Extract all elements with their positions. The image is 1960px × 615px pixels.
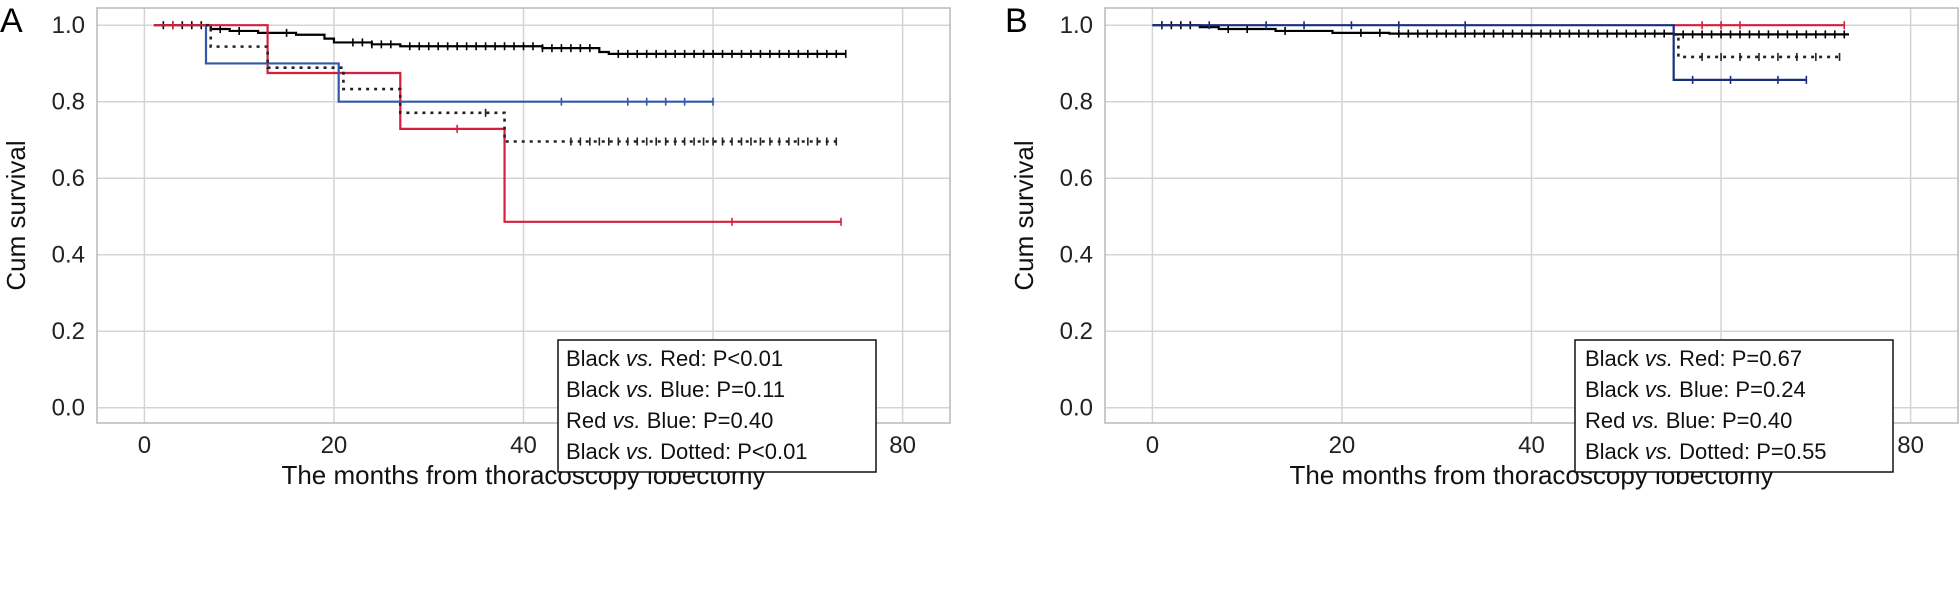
y-tick-label: 0.8	[52, 89, 85, 116]
annotation-line: Black vs. Red: P=0.67	[1585, 346, 1802, 371]
x-tick-label: 80	[1897, 432, 1924, 459]
x-tick-label: 20	[321, 432, 348, 459]
y-axis-label: Cum survival	[1009, 140, 1039, 290]
series-4	[205, 23, 842, 146]
plot-frame	[1104, 7, 1959, 424]
annotation-line: Red vs. Blue: P=0.40	[566, 408, 773, 433]
x-tick-label: 40	[1518, 432, 1545, 459]
annotation-line: Black vs. Dotted: P<0.01	[566, 439, 808, 464]
annotation-line: Red vs. Blue: P=0.40	[1585, 408, 1792, 433]
y-tick-label: 0.2	[1060, 318, 1093, 345]
annotation-box	[1574, 339, 1894, 473]
series-line	[153, 24, 846, 55]
x-tick-label: 0	[1146, 432, 1159, 459]
series-line	[204, 25, 714, 103]
pvalue-annotation: Black vs. Red: P=0.67 Black vs. Blue: P=0…	[1574, 339, 1894, 473]
y-tick-label: 0.2	[52, 318, 85, 345]
x-tick-label: 80	[889, 432, 916, 459]
series-2	[153, 21, 842, 226]
x-tick-label: 20	[1329, 432, 1356, 459]
series-1	[153, 21, 847, 58]
panel-letter-b: B	[1005, 2, 1028, 40]
annotation-line: Black vs. Blue: P=0.11	[566, 377, 785, 402]
y-tick-label: 0.6	[1060, 165, 1093, 192]
y-tick-label: 0.8	[1060, 89, 1093, 116]
y-tick-label: 1.0	[52, 12, 85, 39]
series-3	[1152, 21, 1808, 84]
series-4	[1673, 33, 1841, 61]
annotation-line: Black vs. Dotted: P=0.55	[1585, 439, 1827, 464]
series-line	[1673, 33, 1840, 59]
series-1	[1673, 21, 1846, 30]
series-line	[1152, 24, 1850, 36]
annotation-line: Black vs. Red: P<0.01	[566, 346, 783, 371]
series-line	[1152, 24, 1807, 82]
y-tick-label: 0.6	[52, 165, 85, 192]
panel-letter-a: A	[0, 2, 23, 40]
y-axis-label: Cum survival	[1, 140, 31, 290]
y-tick-label: 0.0	[52, 395, 85, 422]
x-tick-label: 0	[138, 432, 151, 459]
y-tick-label: 1.0	[1060, 12, 1093, 39]
x-tick-label: 40	[510, 432, 537, 459]
y-tick-label: 0.0	[1060, 395, 1093, 422]
y-tick-label: 0.4	[1060, 242, 1093, 269]
annotation-line: Black vs. Blue: P=0.24	[1585, 377, 1806, 402]
series-2	[1152, 21, 1850, 39]
pvalue-annotation: Black vs. Red: P<0.01 Black vs. Blue: P=0…	[557, 339, 877, 473]
series-3	[204, 25, 714, 106]
y-tick-label: 0.4	[52, 242, 85, 269]
plot-frame	[96, 7, 951, 424]
annotation-box	[557, 339, 877, 473]
